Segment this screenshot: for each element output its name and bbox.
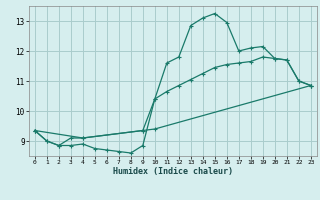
X-axis label: Humidex (Indice chaleur): Humidex (Indice chaleur) xyxy=(113,167,233,176)
